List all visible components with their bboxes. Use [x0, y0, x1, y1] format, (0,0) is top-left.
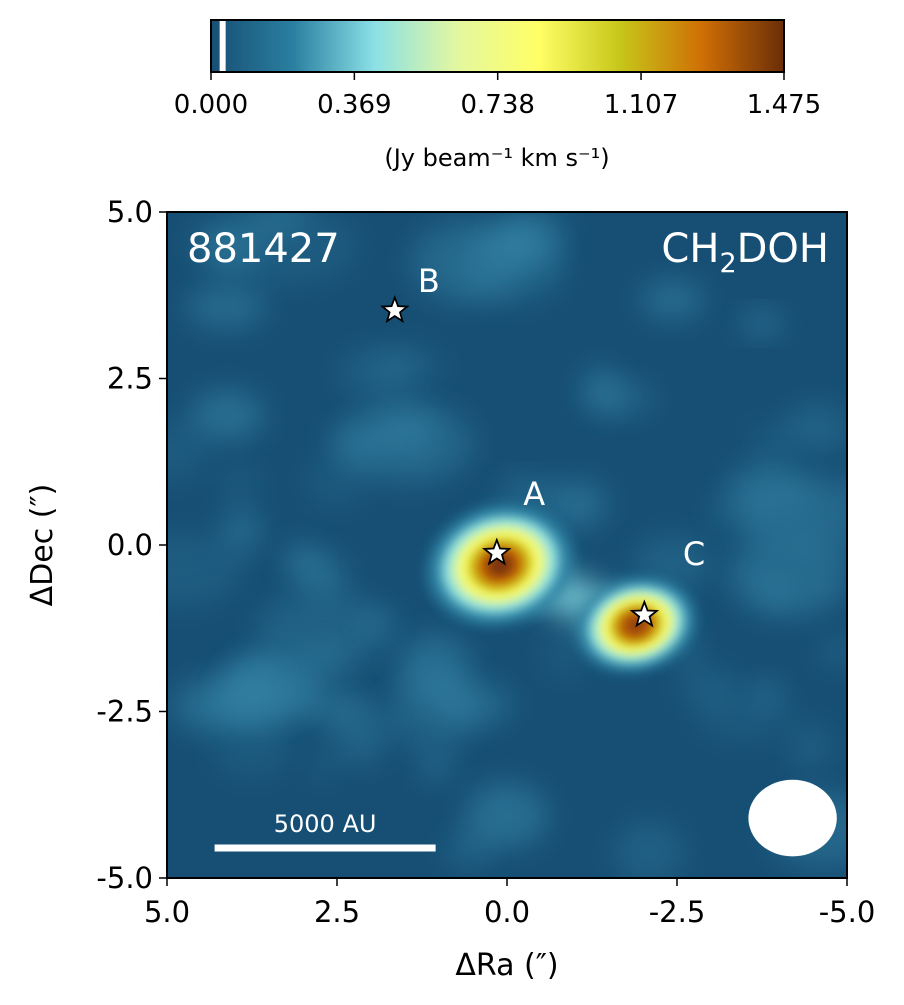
faint-emission-blob: [694, 683, 794, 742]
y-axis-label: ΔDec (″): [25, 484, 60, 607]
faint-emission-blob: [386, 676, 480, 748]
faint-emission-blob: [186, 282, 267, 330]
faint-emission-blob: [544, 481, 607, 529]
source-label-b: B: [418, 262, 440, 300]
x-axis-label: ΔRa (″): [455, 948, 558, 983]
x-tick-label: 0.0: [484, 895, 530, 929]
y-axis-ticks: 5.0 2.5 0.0 -2.5 -5.0: [96, 195, 167, 895]
x-tick-label: -5.0: [819, 895, 876, 929]
molecule-rest: DOH: [737, 226, 829, 272]
molecule-subscript: 2: [719, 248, 736, 279]
faint-emission-blob: [750, 421, 792, 461]
faint-emission-blob: [633, 535, 712, 591]
beam-ellipse: [748, 779, 837, 857]
source-star-a: [482, 537, 512, 566]
molecule-base: CH: [661, 226, 719, 272]
faint-emission-blob: [190, 390, 264, 441]
faint-emission-blob: [167, 532, 242, 607]
faint-emission: [167, 212, 847, 878]
faint-emission-blob: [581, 367, 622, 414]
faint-emission-blob: [251, 212, 307, 244]
colorbar: 0.000 0.369 0.738 1.107 1.475 (Jy beam⁻¹ km …: [174, 19, 821, 172]
y-tick-label: -5.0: [96, 861, 153, 895]
source-star-c: [629, 599, 660, 628]
colorbar-tick-label: 0.369: [317, 90, 391, 120]
scale-bar-label: 5000 AU: [274, 810, 377, 838]
faint-emission-blob: [499, 477, 553, 509]
faint-emission-blob: [308, 748, 338, 783]
faint-emission-blob: [760, 576, 790, 606]
faint-emission-blob: [357, 608, 398, 636]
panel-label: 881427: [187, 226, 340, 272]
faint-emission-blob: [465, 783, 547, 849]
colorbar-tick-label: 1.107: [604, 90, 678, 120]
faint-emission-blob: [167, 422, 209, 482]
faint-emission-blob: [221, 505, 261, 555]
y-tick-label: -2.5: [96, 695, 153, 729]
x-tick-label: 2.5: [314, 895, 360, 929]
colorbar-marker: [219, 21, 226, 71]
faint-emission-blob: [216, 462, 261, 501]
colorbar-ticks: 0.000 0.369 0.738 1.107 1.475: [174, 72, 821, 120]
faint-emission-blob: [410, 221, 523, 304]
faint-emission-blob: [741, 311, 782, 336]
faint-emission-blob: [783, 403, 847, 454]
source-star-b: [380, 295, 410, 324]
faint-emission-blob: [255, 591, 391, 669]
faint-emission-blob: [815, 634, 847, 668]
x-tick-label: 5.0: [144, 895, 190, 929]
faint-emission-blob: [748, 473, 843, 550]
y-tick-label: 0.0: [107, 528, 153, 562]
faint-emission-blob: [416, 747, 456, 783]
y-tick-label: 2.5: [107, 362, 153, 396]
y-tick-label: 5.0: [107, 195, 153, 229]
x-axis-ticks: 5.0 2.5 0.0 -2.5 -5.0: [144, 878, 875, 929]
faint-emission-blob: [339, 401, 473, 485]
faint-emission-blob: [614, 822, 684, 878]
faint-emission-blob: [509, 221, 560, 273]
source-markers: A B C: [380, 262, 705, 628]
faint-emission-blob: [285, 541, 321, 585]
colorbar-tick-label: 0.000: [174, 90, 248, 120]
colorbar-tick-label: 1.475: [747, 90, 821, 120]
colorbar-label: (Jy beam⁻¹ km s⁻¹): [384, 144, 609, 172]
faint-emission-blob: [640, 279, 704, 320]
colorbar-tick-label: 0.738: [460, 90, 534, 120]
x-tick-label: -2.5: [649, 895, 706, 929]
molecule-label: CH2DOH: [661, 226, 829, 279]
source-label-c: C: [683, 535, 705, 573]
faint-emission-blob: [203, 239, 243, 276]
source-label-a: A: [523, 475, 545, 513]
scale-bar: 5000 AU: [214, 810, 436, 852]
faint-emission-blob: [788, 722, 832, 771]
faint-emission-blob: [205, 664, 311, 724]
colorbar-gradient: [210, 19, 785, 73]
map-panel: 5.0 2.5 0.0 -2.5 -5.0 5.0 2.5 0.0 -2.5 -5.0 8814…: [96, 195, 875, 929]
faint-emission-blob: [729, 533, 847, 617]
faint-emission-blob: [339, 345, 415, 402]
